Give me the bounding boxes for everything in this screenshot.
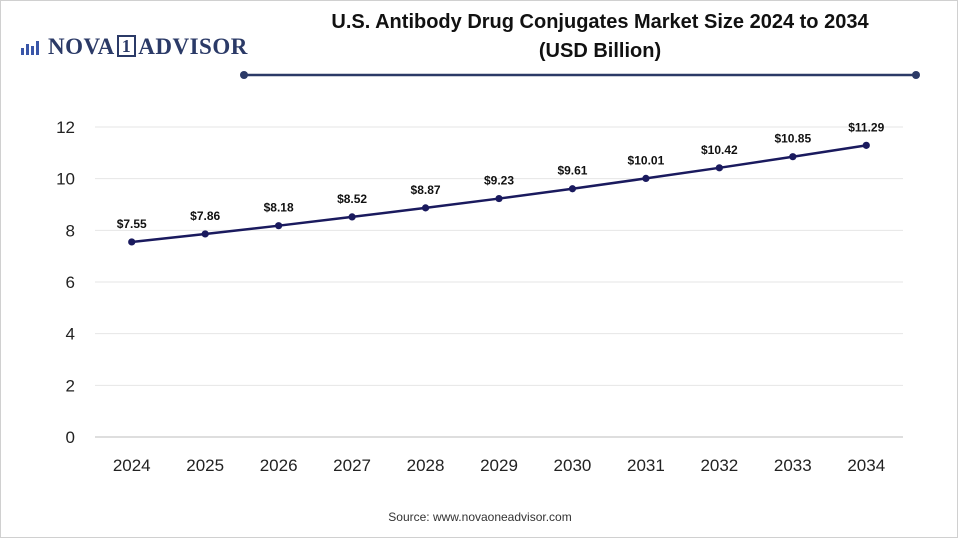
y-tick-label: 0 (66, 428, 75, 447)
data-label: $10.85 (774, 132, 811, 146)
data-point (128, 238, 135, 245)
data-point (863, 142, 870, 149)
data-label: $10.42 (701, 143, 738, 157)
data-label: $7.86 (190, 209, 220, 223)
x-tick-label: 2026 (260, 456, 298, 475)
data-label: $8.87 (411, 183, 441, 197)
data-point (642, 175, 649, 182)
x-tick-label: 2027 (333, 456, 371, 475)
data-point (716, 164, 723, 171)
data-label: $7.55 (117, 217, 147, 231)
data-label: $11.29 (848, 120, 884, 134)
x-tick-label: 2032 (700, 456, 738, 475)
y-tick-label: 12 (56, 118, 75, 137)
data-point (202, 230, 209, 237)
data-point (348, 213, 355, 220)
data-point (275, 222, 282, 229)
data-label: $10.01 (628, 153, 665, 167)
x-tick-label: 2031 (627, 456, 665, 475)
y-tick-label: 8 (66, 221, 75, 240)
source-note: Source: www.novaoneadvisor.com (0, 510, 960, 524)
x-tick-label: 2030 (554, 456, 592, 475)
data-point (569, 185, 576, 192)
y-tick-label: 10 (56, 170, 75, 189)
data-label: $8.18 (264, 201, 294, 215)
data-point (495, 195, 502, 202)
data-label: $9.23 (484, 174, 514, 188)
series-line (132, 145, 867, 242)
line-chart: 0 2 4 6 8 10 12 2024 2025 2026 2027 2028 2029 2030 203… (0, 0, 960, 540)
x-tick-label: 2028 (407, 456, 445, 475)
data-label: $8.52 (337, 192, 367, 206)
y-tick-label: 2 (66, 376, 75, 395)
data-label: $9.61 (557, 164, 587, 178)
data-point (422, 204, 429, 211)
x-tick-label: 2033 (774, 456, 812, 475)
x-tick-label: 2029 (480, 456, 518, 475)
y-tick-label: 4 (66, 325, 75, 344)
y-tick-label: 6 (66, 273, 75, 292)
x-tick-label: 2025 (186, 456, 224, 475)
x-tick-label: 2024 (113, 456, 151, 475)
x-tick-label: 2034 (847, 456, 885, 475)
data-point (789, 153, 796, 160)
